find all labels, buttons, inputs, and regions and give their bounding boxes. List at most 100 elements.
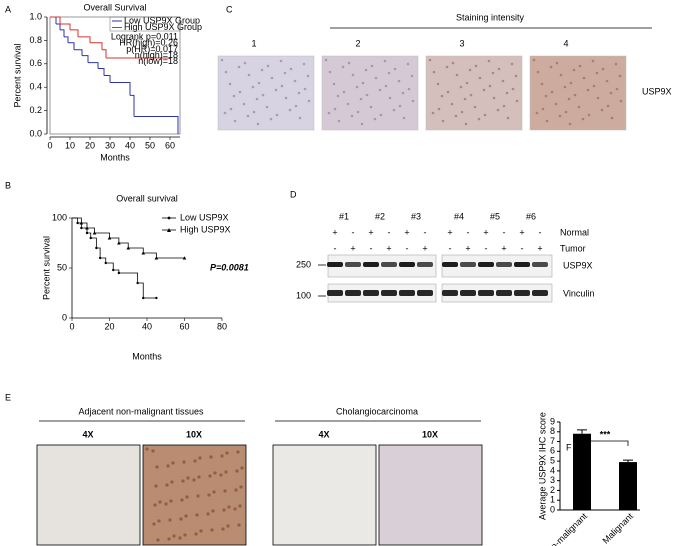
band	[532, 262, 548, 267]
band	[460, 290, 476, 296]
nucleus	[609, 91, 613, 95]
nucleus	[618, 74, 622, 78]
legend-label: High USP9X Group	[124, 22, 202, 32]
lane-sign: -	[406, 243, 409, 253]
x-tick-label: 40	[142, 321, 152, 331]
ihc-image	[272, 444, 377, 546]
nucleus	[219, 473, 223, 477]
error-bar	[577, 429, 587, 434]
nucleus	[266, 64, 270, 68]
nucleus	[170, 480, 174, 484]
nucleus	[454, 114, 458, 118]
y-tick-label: 7	[550, 436, 555, 446]
x-tick-label: 20	[104, 321, 114, 331]
y-tick-label: 6	[550, 446, 555, 456]
nucleus	[213, 471, 217, 475]
nucleus	[468, 68, 472, 72]
nucleus	[223, 111, 227, 115]
y-tick-label: 0.4	[29, 82, 42, 92]
panel-label: F	[566, 442, 572, 452]
nucleus	[411, 99, 415, 103]
x-tick-label: Non-malignant	[541, 511, 590, 546]
significance-bracket	[581, 440, 629, 446]
y-axis-label: Average USP9X IHC score	[537, 412, 547, 520]
lane-sign: -	[449, 243, 452, 253]
row-label: USP9X	[642, 86, 672, 96]
significance-label: ***	[600, 429, 611, 439]
survival-step	[102, 49, 107, 58]
nucleus	[346, 102, 350, 106]
legend-symbol	[167, 216, 171, 220]
nucleus	[473, 105, 477, 109]
band	[345, 290, 361, 296]
nucleus	[460, 110, 464, 114]
nucleus	[535, 111, 539, 115]
nucleus	[237, 65, 241, 69]
nucleus	[356, 110, 360, 114]
mw-marker: 100	[296, 290, 311, 300]
nucleus	[501, 79, 505, 83]
survival-step	[50, 16, 57, 25]
nucleus	[388, 96, 392, 100]
ihc-image	[378, 444, 483, 546]
nucleus	[220, 58, 224, 62]
sample-label: #6	[526, 211, 536, 221]
nucleus	[410, 74, 414, 78]
nucleus	[455, 73, 459, 77]
band	[496, 290, 512, 296]
survival-step	[137, 282, 144, 298]
nucleus	[610, 116, 614, 120]
row-label: Tumor	[560, 243, 586, 253]
nucleus	[167, 537, 171, 541]
nucleus	[228, 82, 232, 86]
lane-sign: -	[370, 243, 373, 253]
y-tick-label: 1	[550, 495, 555, 505]
nucleus	[545, 119, 549, 123]
nucleus	[302, 62, 306, 66]
lane-sign: -	[388, 227, 391, 237]
annotation: p(HR)=0.017	[126, 44, 178, 54]
nucleus	[595, 71, 599, 75]
nucleus	[392, 108, 396, 112]
lane-sign: +	[368, 227, 373, 237]
nucleus	[549, 65, 553, 69]
magnification-label: 4X	[318, 429, 329, 439]
nucleus	[505, 91, 509, 95]
nucleus	[283, 71, 287, 75]
nucleus	[573, 93, 577, 97]
nucleus	[347, 61, 351, 65]
band	[417, 290, 433, 296]
nucleus	[251, 85, 255, 89]
chart-title: Overall Survival	[83, 2, 146, 12]
nucleus	[555, 61, 559, 65]
nucleus	[324, 58, 328, 62]
lane-sign: +	[386, 243, 391, 253]
nucleus	[235, 469, 239, 473]
survival-step	[87, 232, 92, 238]
sample-label: #1	[339, 211, 349, 221]
lane-sign: -	[424, 227, 427, 237]
band	[399, 290, 415, 296]
nucleus	[506, 116, 510, 120]
p-value: P=0.0081	[210, 262, 249, 272]
nucleus	[591, 59, 595, 63]
survival-step	[78, 36, 91, 43]
nucleus	[227, 505, 231, 509]
legend-label: High USP9X	[180, 224, 231, 234]
band	[363, 290, 379, 296]
bar	[619, 462, 637, 510]
nucleus	[238, 90, 242, 94]
nucleus	[257, 81, 261, 85]
nucleus	[164, 502, 168, 506]
nucleus	[374, 76, 378, 80]
nucleus	[614, 62, 618, 66]
nucleus	[558, 114, 562, 118]
nucleus	[397, 79, 401, 83]
survival-step	[64, 36, 69, 43]
nucleus	[477, 117, 481, 121]
sample-label: #2	[375, 211, 385, 221]
band	[478, 290, 494, 296]
panel-label: B	[5, 180, 11, 190]
lane-sign: +	[422, 243, 427, 253]
band	[363, 262, 379, 267]
